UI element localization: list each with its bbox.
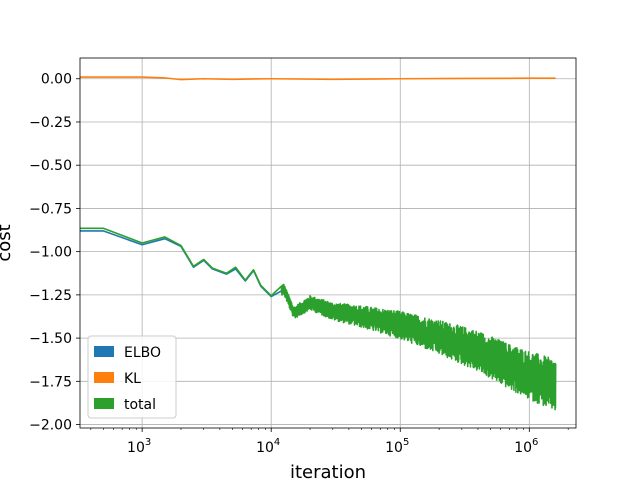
series-total-line [80, 227, 557, 411]
x-tick-label: 103 [127, 437, 151, 456]
y-tick-label: −1.75 [29, 374, 72, 390]
y-tick-label: −1.25 [29, 288, 72, 304]
y-axis-label: cost [0, 224, 15, 261]
x-tick-label: 106 [514, 437, 538, 456]
y-tick-label: −1.50 [29, 331, 72, 347]
legend-label-elbo: ELBO [124, 345, 161, 361]
legend-swatch-total [94, 398, 114, 409]
legend-label-kl: KL [124, 371, 141, 387]
y-tick-label: 0.00 [41, 72, 72, 88]
legend-swatch-elbo [94, 346, 114, 357]
legend-label-total: total [124, 397, 156, 413]
x-tick-label: 105 [385, 437, 409, 456]
y-tick-label: −2.00 [29, 418, 72, 434]
series-kl-line [80, 76, 556, 81]
y-tick-label: −0.25 [29, 115, 72, 131]
y-tick-label: −1.00 [29, 245, 72, 261]
x-tick-label: 104 [256, 437, 280, 456]
plot-frame [79, 57, 577, 429]
y-tick-label: −0.75 [29, 201, 72, 217]
series-layer [80, 76, 557, 411]
y-tick-label: −0.50 [29, 158, 72, 174]
legend: ELBO KL total [87, 335, 177, 419]
x-axis-label: iteration [290, 462, 366, 480]
legend-swatch-kl [94, 372, 114, 383]
tick-layer: 0.00 −0.25 −0.50 −0.75 −1.00 −1.25 −1.50 −1.75 −… [29, 72, 569, 456]
